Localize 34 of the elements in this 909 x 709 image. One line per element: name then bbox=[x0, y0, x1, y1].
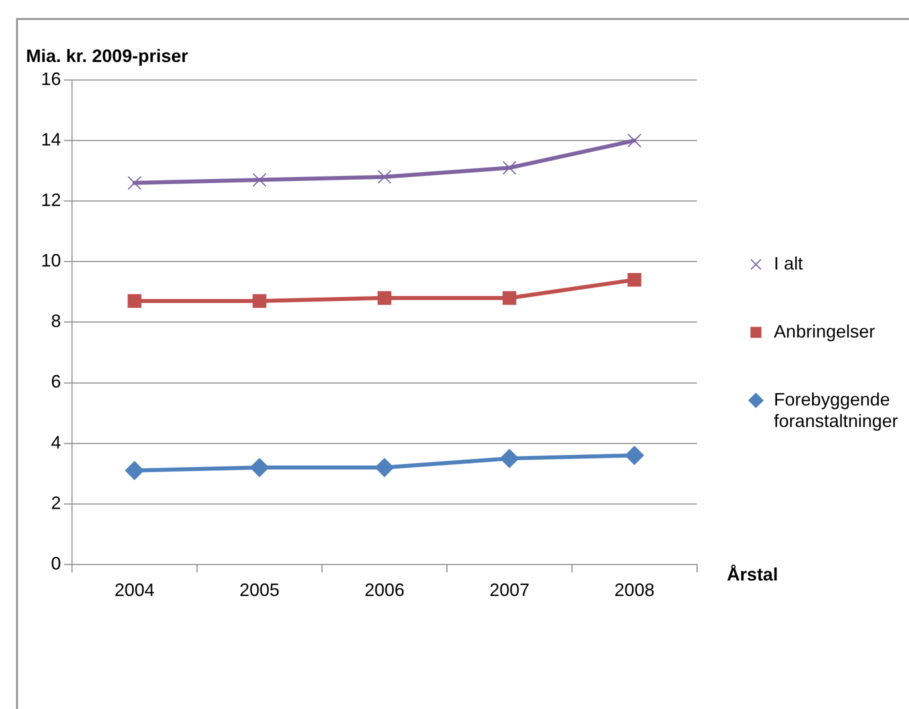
point bbox=[627, 134, 642, 148]
point bbox=[628, 272, 642, 287]
legend-label: Forebyggende foranstaltninger bbox=[774, 389, 898, 431]
point bbox=[374, 458, 394, 478]
x-tick-label: 2005 bbox=[239, 580, 280, 600]
y-tick-label: 10 bbox=[40, 250, 62, 271]
point bbox=[378, 170, 392, 184]
point bbox=[252, 294, 266, 308]
y-tick-label: 2 bbox=[51, 492, 62, 513]
y-tick-label: 4 bbox=[51, 432, 62, 452]
y-tick-label: 12 bbox=[40, 190, 62, 210]
y-tick-label: 14 bbox=[40, 130, 62, 150]
y-tick-label: 8 bbox=[51, 311, 62, 332]
x-tick-label: 2007 bbox=[489, 580, 530, 600]
x-tick-label: 2008 bbox=[614, 580, 654, 600]
y-tick-label: 6 bbox=[51, 372, 62, 392]
point bbox=[502, 160, 516, 175]
point bbox=[624, 446, 644, 465]
x-axis-title: Årstal bbox=[726, 564, 778, 584]
x-tick-label: 2006 bbox=[364, 580, 404, 600]
y-axis-title: Mia. kr. 2009-priser bbox=[26, 46, 188, 66]
x-tick-label: 2004 bbox=[114, 580, 155, 600]
point bbox=[378, 291, 392, 305]
y-tick-label: 0 bbox=[51, 553, 62, 574]
point bbox=[128, 176, 142, 190]
legend-label: I alt bbox=[774, 253, 803, 274]
point bbox=[252, 172, 266, 187]
legend-label: Anbringelser bbox=[774, 321, 875, 342]
point bbox=[500, 448, 519, 468]
point bbox=[250, 458, 269, 478]
point bbox=[128, 294, 142, 308]
point bbox=[125, 461, 144, 480]
y-tick-label: 16 bbox=[40, 68, 62, 89]
point bbox=[502, 291, 516, 305]
